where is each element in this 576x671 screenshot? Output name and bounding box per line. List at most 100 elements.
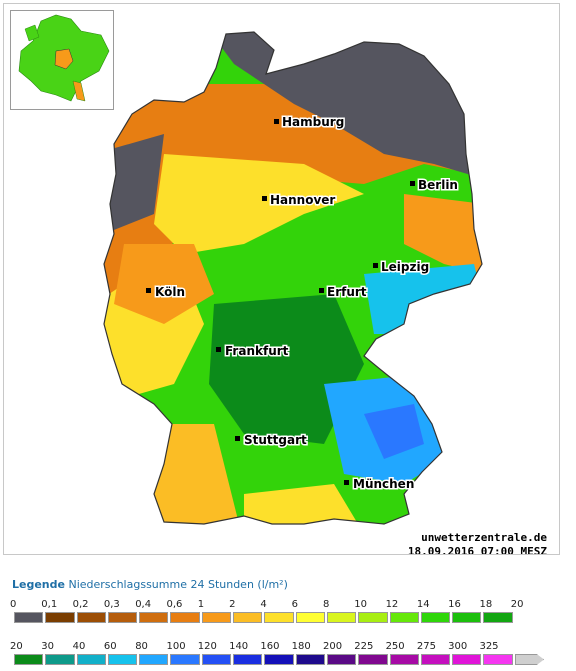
legend-color-swatch [264,612,294,623]
legend-entry: 0,3 [104,599,139,623]
legend-value-label: 6 [291,599,299,610]
legend-entry: 0 [10,599,45,623]
svg-text:Stuttgart: Stuttgart [244,433,307,447]
legend-color-swatch [45,654,75,665]
legend-entry: 60 [104,641,139,665]
legend-color-swatch [139,612,169,623]
legend-color-swatch [14,654,44,665]
svg-text:Hannover: Hannover [270,193,335,207]
legend-value-label: 10 [354,599,367,610]
legend-color-swatch [14,612,44,623]
legend-entry: 18 [479,599,514,623]
legend-color-swatch [295,612,325,623]
legend-value-label: 1 [197,599,205,610]
legend-color-swatch [201,654,232,665]
legend-color-swatch [483,654,513,665]
legend-value-label: 0,4 [135,599,152,610]
legend-value-label: 18 [479,599,493,610]
legend-value-label: 30 [41,641,55,652]
legend-value-label: 40 [72,641,86,652]
legend-value-label: 60 [103,641,117,652]
legend-entry: 100 [166,641,201,665]
legend-entry: 40 [73,641,108,665]
legend-color-swatch [139,654,169,665]
legend-color-swatch [420,612,451,623]
legend-entry: 120 [198,641,233,665]
legend-value-label: 0,2 [72,599,89,610]
legend-entry: 0,1 [41,599,76,623]
legend-color-swatch [45,612,75,623]
legend-entry: 4 [260,599,295,623]
legend-value-label: 8 [322,599,330,610]
legend-entry: 6 [292,599,327,623]
legend-value-label: 4 [260,599,267,610]
legend-entry: 20 [511,599,546,623]
legend-color-swatch [420,654,451,665]
legend-color-swatch [76,654,106,665]
legend-value-label: 300 [448,641,468,652]
city-muenchen: München [344,476,416,493]
legend-entry: 80 [135,641,170,665]
legend-value-label: 12 [385,599,399,610]
legend-title: Legende Niederschlagssumme 24 Stunden (l… [12,578,288,591]
legend-color-swatch [389,612,419,623]
legend-value-label [511,641,542,654]
legend-color-swatch [483,612,513,623]
legend-color-swatch [264,654,294,665]
legend-color-swatch [514,654,545,665]
legend-color-swatch [389,654,419,665]
legend-entry: 8 [323,599,358,623]
legend-entry: 14 [417,599,452,623]
credit-timestamp: 18.09.2016 07:00 MESZ [407,545,547,555]
legend-entry: 10 [354,599,389,623]
legend-value-label: 0 [10,599,17,610]
legend-value-label: 180 [291,641,311,652]
legend-entry: 200 [323,641,358,665]
legend-color-swatch [326,612,357,623]
legend-color-swatch [233,654,263,665]
credit-site: unwetterzentrale.de [421,531,547,544]
legend-entry: 0,4 [135,599,170,623]
legend-color-swatch [452,654,482,665]
legend-value-label: 80 [135,641,148,652]
legend-entry: 275 [417,641,452,665]
legend-color-swatch [452,612,482,623]
legend-value-label: 225 [354,641,374,652]
legend-color-swatch [201,612,232,623]
legend-entry: 2 [229,599,264,623]
svg-text:Erfurt: Erfurt [327,285,367,299]
legend-color-swatch [326,654,357,665]
legend-value-label: 0,6 [166,599,183,610]
city-stuttgart: Stuttgart [235,432,309,449]
legend-entry: 0,2 [73,599,108,623]
legend-value-label: 200 [322,641,343,652]
legend-entry: 12 [386,599,421,623]
legend-entry: 0,6 [166,599,201,623]
legend-entry: 250 [386,641,421,665]
legend-value-label: 0,1 [41,599,58,610]
legend-row-2: 20 30 40 60 80 100 120 140 160 180 200 225 250 275 300… [10,641,546,665]
legend-entry: 300 [448,641,483,665]
city-hannover: Hannover [262,192,337,209]
legend-color-swatch [358,612,388,623]
svg-text:Berlin: Berlin [418,178,458,192]
city-frankfurt: Frankfurt [216,343,290,360]
legend-value-label: 20 [10,641,23,652]
legend-entry: 160 [260,641,295,665]
legend-value-label: 20 [510,599,524,610]
legend-color-swatch [170,654,200,665]
legend-color-swatch [358,654,388,665]
legend-entry [514,641,546,665]
legend-color-swatch [107,654,138,665]
legend-entry: 140 [229,641,264,665]
svg-text:Köln: Köln [155,285,185,299]
legend-value-label: 16 [448,599,461,610]
legend-value-label: 325 [479,641,499,652]
europe-inset-map [10,10,114,110]
legend-entry: 20 [10,641,45,665]
legend-value-label: 2 [229,599,236,610]
legend-value-label: 160 [260,641,280,652]
city-berlin: Berlin [410,177,459,194]
city-koeln: Köln [146,284,187,301]
legend-title-text: Niederschlagssumme 24 Stunden (l/m²) [64,578,288,591]
